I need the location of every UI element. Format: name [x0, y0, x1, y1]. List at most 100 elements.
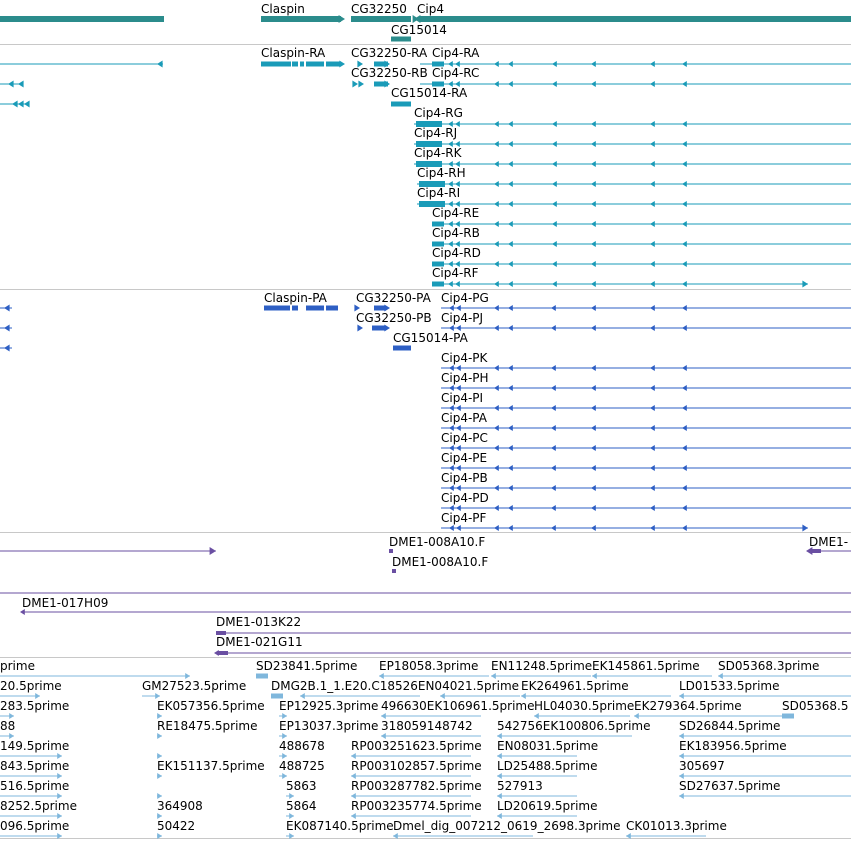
- est-label[interactable]: RP003102857.5prime: [351, 759, 482, 773]
- protein-label[interactable]: CG32250-PA: [356, 291, 431, 305]
- transcript-label[interactable]: Cip4-RI: [417, 186, 461, 200]
- est-label[interactable]: 488725: [279, 759, 325, 773]
- transcript-label[interactable]: CG32250-RB: [351, 66, 428, 80]
- clone-label[interactable]: DME1-017H09: [22, 596, 109, 610]
- est-label[interactable]: 516.5prime: [0, 779, 70, 793]
- protein-label[interactable]: Claspin-PA: [264, 291, 327, 305]
- protein-label[interactable]: Cip4-PF: [441, 511, 487, 525]
- protein-label[interactable]: Cip4-PD: [441, 491, 489, 505]
- protein-label[interactable]: Cip4-PH: [441, 371, 489, 385]
- clone-label[interactable]: DME1-008A10.F: [392, 555, 489, 569]
- strand-arrow-left: [650, 485, 655, 491]
- est-label[interactable]: EK087140.5prime: [286, 819, 394, 833]
- strand-arrow-left: [494, 425, 499, 431]
- strand-arrow-left: [157, 60, 163, 68]
- est-label[interactable]: RP003251623.5prime: [351, 739, 482, 753]
- strand-arrow-right: [9, 733, 14, 739]
- gene-label-cip4[interactable]: Cip4: [417, 2, 444, 16]
- feature-exon-box: [391, 101, 411, 107]
- protein-label[interactable]: CG32250-PB: [356, 311, 432, 325]
- est-label[interactable]: 8252.5prime: [0, 799, 77, 813]
- gene-label-claspin[interactable]: Claspin: [261, 2, 305, 16]
- protein-label[interactable]: Cip4-PE: [441, 451, 488, 465]
- strand-arrow-left: [591, 385, 596, 391]
- est-label[interactable]: EN11248.5prime: [491, 659, 593, 673]
- est-label[interactable]: 364908: [157, 799, 203, 813]
- est-label[interactable]: EN08031.5prime: [497, 739, 599, 753]
- est-label[interactable]: prime: [0, 659, 35, 673]
- protein-label[interactable]: Cip4-PI: [441, 391, 484, 405]
- strand-arrow-left: [494, 385, 499, 391]
- strand-arrow-right: [157, 713, 162, 719]
- protein-label[interactable]: Cip4-PB: [441, 471, 488, 485]
- transcript-label[interactable]: CG32250-RA: [351, 46, 428, 60]
- est-label[interactable]: 5864: [286, 799, 317, 813]
- clone-label[interactable]: DME1-: [809, 535, 849, 549]
- transcript-label[interactable]: Claspin-RA: [261, 46, 326, 60]
- transcript-label[interactable]: Cip4-RD: [432, 246, 481, 260]
- protein-label[interactable]: Cip4-PG: [441, 291, 489, 305]
- est-label[interactable]: 496630EK106961.5prime: [381, 699, 535, 713]
- est-label[interactable]: EK264961.5prime: [521, 679, 629, 693]
- est-label[interactable]: 20.5prime: [0, 679, 62, 693]
- est-label[interactable]: 488678: [279, 739, 325, 753]
- est-label[interactable]: CK01013.3prime: [626, 819, 727, 833]
- est-label[interactable]: EK183956.5prime: [679, 739, 787, 753]
- est-label[interactable]: 88: [0, 719, 16, 733]
- est-label[interactable]: 096.5prime: [0, 819, 70, 833]
- clone-label[interactable]: DME1-013K22: [216, 615, 302, 629]
- est-label[interactable]: 283.5prime: [0, 699, 70, 713]
- est-label[interactable]: 50422: [157, 819, 196, 833]
- transcript-label[interactable]: Cip4-RG: [414, 106, 463, 120]
- est-label[interactable]: EP12925.3prime: [279, 699, 379, 713]
- transcript-label[interactable]: Cip4-RE: [432, 206, 480, 220]
- clone-label[interactable]: DME1-021G11: [216, 635, 303, 649]
- transcript-label[interactable]: Cip4-RB: [432, 226, 480, 240]
- transcript-label[interactable]: Cip4-RH: [417, 166, 466, 180]
- est-label[interactable]: 542756EK100806.5prime: [497, 719, 651, 733]
- est-label[interactable]: 318059148742: [381, 719, 473, 733]
- est-label[interactable]: LD25488.5prime: [497, 759, 598, 773]
- est-label[interactable]: 305697: [679, 759, 725, 773]
- transcript-label[interactable]: Cip4-RK: [414, 146, 462, 160]
- est-label[interactable]: EK279364.5prime: [634, 699, 742, 713]
- gene-label-cg32250[interactable]: CG32250: [351, 2, 407, 16]
- est-label[interactable]: EP13037.3prime: [279, 719, 379, 733]
- est-label[interactable]: LD20619.5prime: [497, 799, 598, 813]
- strand-arrow-left: [679, 793, 684, 799]
- clone-label[interactable]: DME1-008A10.F: [389, 535, 486, 549]
- transcript-label[interactable]: Cip4-RC: [432, 66, 480, 80]
- protein-label[interactable]: Cip4-PJ: [441, 311, 484, 325]
- est-label[interactable]: 527913: [497, 779, 543, 793]
- protein-label[interactable]: Cip4-PK: [441, 351, 488, 365]
- transcript-label[interactable]: Cip4-RA: [432, 46, 480, 60]
- est-label[interactable]: EK151137.5prime: [157, 759, 265, 773]
- est-label[interactable]: SD26844.5prime: [679, 719, 781, 733]
- protein-label[interactable]: Cip4-PA: [441, 411, 487, 425]
- est-label[interactable]: RE18475.5prime: [157, 719, 258, 733]
- est-label[interactable]: HL04030.5prime: [534, 699, 635, 713]
- transcript-label[interactable]: Cip4-RF: [432, 266, 479, 280]
- est-label[interactable]: SD23841.5prime: [256, 659, 358, 673]
- est-label[interactable]: RP003287782.5prime: [351, 779, 482, 793]
- transcript-label[interactable]: Cip4-RJ: [414, 126, 458, 140]
- est-label[interactable]: 843.5prime: [0, 759, 70, 773]
- est-label[interactable]: GM27523.5prime: [142, 679, 247, 693]
- est-label[interactable]: 5863: [286, 779, 317, 793]
- est-label[interactable]: EK057356.5prime: [157, 699, 265, 713]
- est-label[interactable]: 149.5prime: [0, 739, 70, 753]
- est-label[interactable]: SD05368.3prime: [718, 659, 820, 673]
- est-label[interactable]: EP18058.3prime: [379, 659, 479, 673]
- est-label[interactable]: SD05368.5: [782, 699, 849, 713]
- protein-label[interactable]: CG15014-PA: [393, 331, 468, 345]
- strand-arrow-left: [591, 305, 596, 311]
- est-label[interactable]: RP003235774.5prime: [351, 799, 482, 813]
- transcript-label[interactable]: CG15014-RA: [391, 86, 468, 100]
- est-label[interactable]: DMG2B.1_1.E20.C18526EN04021.5prime: [271, 679, 520, 693]
- protein-label[interactable]: Cip4-PC: [441, 431, 488, 445]
- gene-label-cg15014[interactable]: CG15014: [391, 23, 447, 37]
- est-label[interactable]: Dmel_dig_007212_0619_2698.3prime: [393, 819, 621, 833]
- est-label[interactable]: EK145861.5prime: [592, 659, 700, 673]
- est-label[interactable]: SD27637.5prime: [679, 779, 781, 793]
- est-label[interactable]: LD01533.5prime: [679, 679, 780, 693]
